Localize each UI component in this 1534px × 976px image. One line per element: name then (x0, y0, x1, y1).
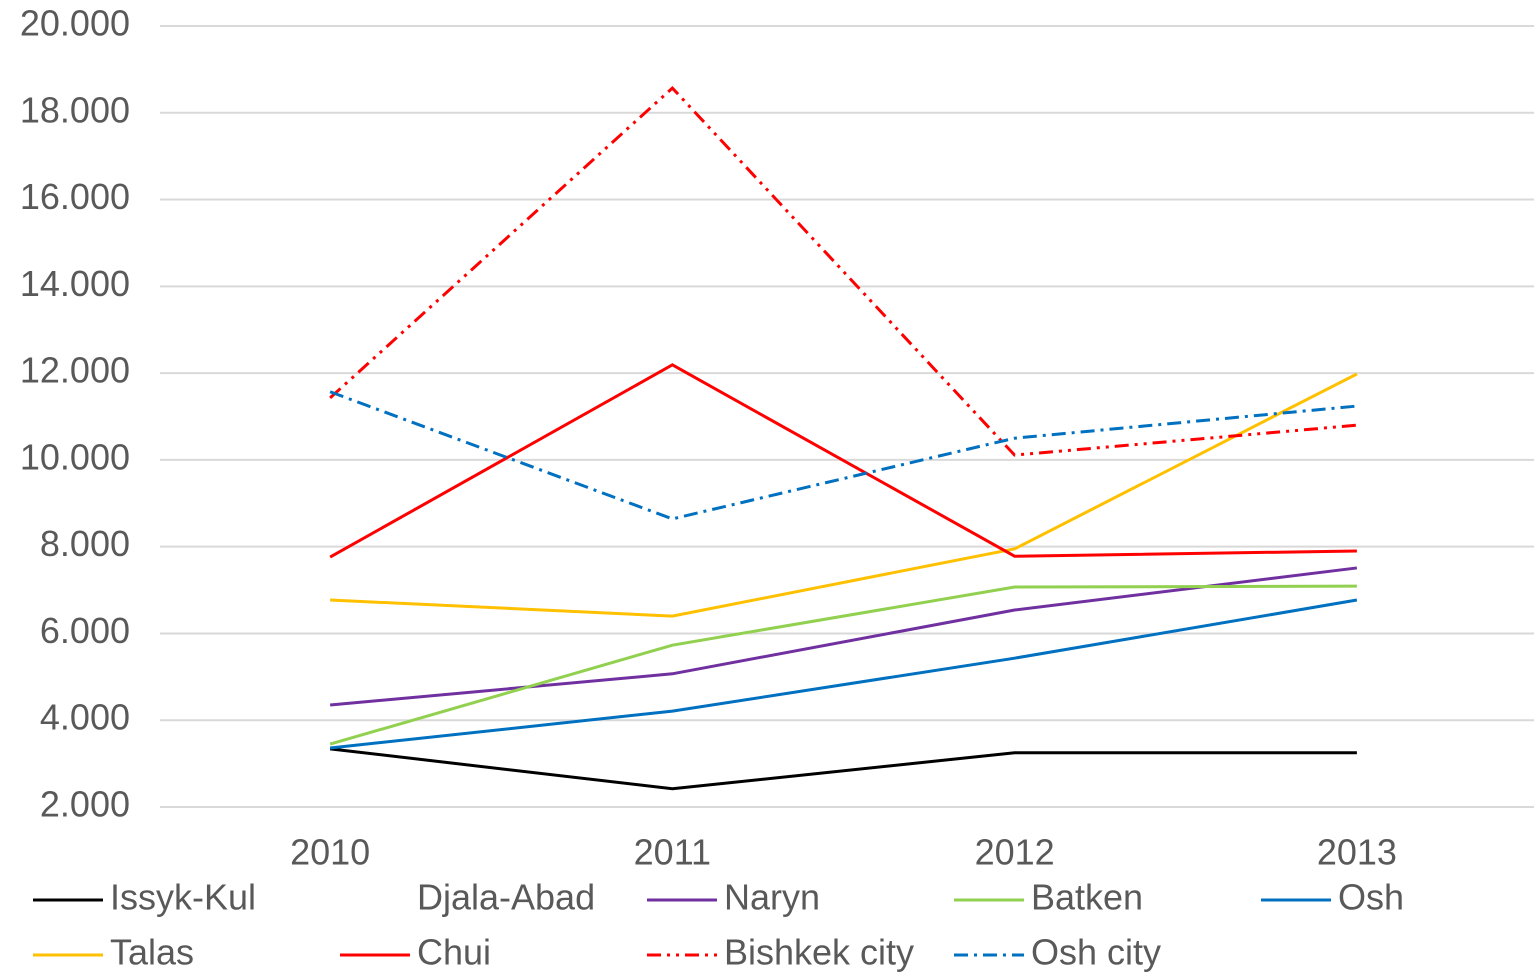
y-tick-label: 4.000 (40, 697, 130, 738)
x-tick-label: 2013 (1317, 832, 1397, 873)
legend-label: Issyk-Kul (110, 877, 256, 918)
y-tick-label: 12.000 (20, 350, 130, 391)
legend-label: Batken (1031, 877, 1143, 918)
legend-label: Talas (110, 932, 194, 973)
line-series (329, 85, 1358, 457)
x-tick-label: 2011 (634, 832, 711, 873)
legend-label: Chui (417, 932, 491, 973)
legend-label: Djala-Abad (417, 877, 595, 918)
x-tick-label: 2010 (290, 832, 370, 873)
y-tick-label: 2.000 (40, 784, 130, 825)
legend-label: Osh (1338, 877, 1404, 918)
line-series (330, 372, 1358, 618)
line-series (329, 584, 1357, 746)
y-tick-label: 6.000 (40, 610, 130, 651)
line-series (329, 598, 1358, 750)
y-tick-label: 20.000 (20, 3, 130, 44)
x-tick-label: 2012 (975, 832, 1055, 873)
legend-label: Osh city (1031, 932, 1161, 973)
y-tick-label: 14.000 (20, 263, 130, 304)
legend-label: Naryn (724, 877, 820, 918)
line-series (329, 747, 1357, 791)
y-tick-label: 8.000 (40, 523, 130, 564)
legend-label: Bishkek city (724, 932, 914, 973)
line-series (329, 363, 1357, 559)
line-series (329, 566, 1358, 707)
y-tick-label: 16.000 (20, 176, 130, 217)
y-tick-label: 10.000 (20, 436, 130, 477)
line-series (329, 390, 1358, 521)
y-tick-label: 18.000 (20, 89, 130, 130)
